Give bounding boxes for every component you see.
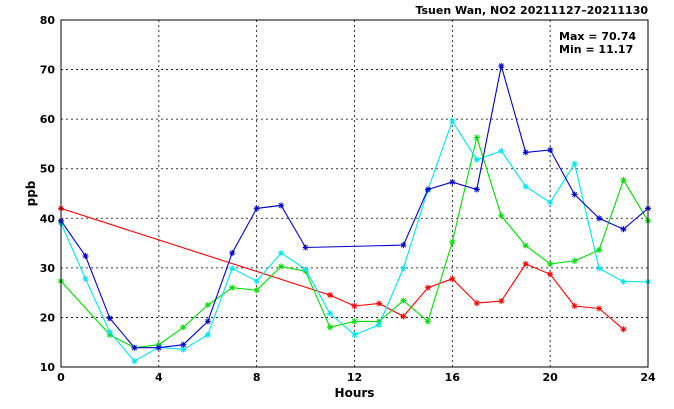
data-point — [400, 297, 407, 304]
data-point — [131, 358, 138, 365]
data-point — [82, 275, 89, 282]
x-tick-label: 12 — [347, 371, 362, 384]
data-point — [327, 324, 333, 331]
data-point — [596, 247, 603, 253]
data-point — [376, 321, 382, 328]
data-point — [400, 313, 407, 320]
data-point — [596, 265, 603, 272]
data-point — [351, 303, 358, 309]
data-point — [131, 344, 138, 351]
data-point — [449, 179, 456, 186]
data-point — [424, 318, 431, 325]
data-point — [522, 242, 529, 249]
y-tick-label: 80 — [40, 14, 56, 27]
plot-frame — [60, 19, 649, 368]
data-point — [204, 318, 211, 325]
data-point — [229, 250, 236, 256]
data-point — [229, 265, 236, 272]
x-tick-label: 8 — [253, 371, 261, 384]
series-line-2 — [60, 135, 649, 349]
data-point — [82, 253, 89, 259]
data-point — [253, 205, 260, 212]
data-point — [180, 341, 187, 348]
data-point — [547, 199, 554, 206]
data-point — [204, 331, 211, 338]
data-point — [278, 250, 285, 256]
data-point — [596, 215, 603, 222]
data-point — [473, 156, 480, 163]
data-point — [620, 278, 627, 285]
data-point — [498, 147, 505, 154]
x-tick-label: 0 — [57, 371, 65, 384]
data-point — [351, 331, 358, 338]
data-point — [424, 186, 431, 193]
data-point — [229, 284, 236, 291]
data-point — [571, 191, 578, 198]
data-point — [180, 324, 187, 331]
y-tick-label: 60 — [40, 113, 56, 126]
data-point — [498, 298, 505, 305]
data-point — [400, 242, 407, 249]
data-point — [498, 62, 505, 69]
data-point — [571, 257, 578, 264]
data-point — [498, 212, 505, 219]
data-point — [204, 302, 211, 308]
y-axis-label: ppb — [24, 180, 38, 206]
data-point — [449, 118, 456, 125]
data-point — [376, 300, 382, 307]
max-annotation: Max = 70.74 — [559, 30, 636, 43]
data-point — [302, 266, 309, 273]
data-point — [253, 287, 260, 294]
series-line-4 — [60, 65, 649, 349]
data-point — [620, 177, 627, 184]
data-point — [449, 239, 456, 246]
series-line-1 — [60, 207, 624, 330]
x-tick-label: 24 — [640, 371, 656, 384]
data-point — [571, 160, 578, 167]
data-point — [253, 278, 260, 285]
series-layer — [58, 62, 651, 365]
data-point — [547, 146, 554, 153]
min-annotation: Min = 11.17 — [559, 43, 633, 56]
grid-lines — [61, 20, 648, 367]
chart-title: Tsuen Wan, NO2 20211127–20211130 — [415, 4, 648, 17]
data-point — [473, 300, 480, 307]
data-point — [106, 329, 113, 336]
y-tick-label: 70 — [40, 64, 56, 77]
data-point — [620, 226, 627, 233]
data-point — [522, 149, 529, 156]
data-point — [522, 260, 529, 267]
y-tick-label: 20 — [40, 311, 56, 324]
data-point — [522, 183, 529, 190]
data-point — [571, 303, 578, 309]
data-point — [278, 202, 285, 209]
data-point — [547, 260, 554, 267]
y-tick-label: 30 — [40, 262, 56, 275]
data-point — [424, 284, 431, 291]
x-tick-label: 20 — [543, 371, 559, 384]
data-point — [449, 275, 456, 282]
x-tick-label: 16 — [445, 371, 461, 384]
data-point — [547, 271, 554, 278]
data-point — [473, 134, 480, 141]
data-point — [596, 305, 603, 312]
data-point — [106, 315, 113, 322]
y-tick-label: 40 — [40, 212, 56, 225]
data-point — [302, 244, 309, 251]
data-point — [473, 186, 480, 193]
data-point — [155, 344, 162, 351]
data-point — [620, 326, 627, 333]
y-tick-label: 10 — [40, 361, 56, 374]
tick-labels: 0 4 8 12 16 20 24 10 20 30 40 50 60 70 80 — [40, 14, 656, 384]
x-axis-label: Hours — [335, 386, 375, 400]
data-point — [278, 263, 285, 270]
y-tick-label: 50 — [40, 163, 56, 176]
data-point — [327, 292, 333, 299]
data-point — [327, 310, 333, 317]
data-point — [351, 318, 358, 325]
data-point — [400, 265, 407, 272]
x-tick-label: 4 — [155, 371, 163, 384]
